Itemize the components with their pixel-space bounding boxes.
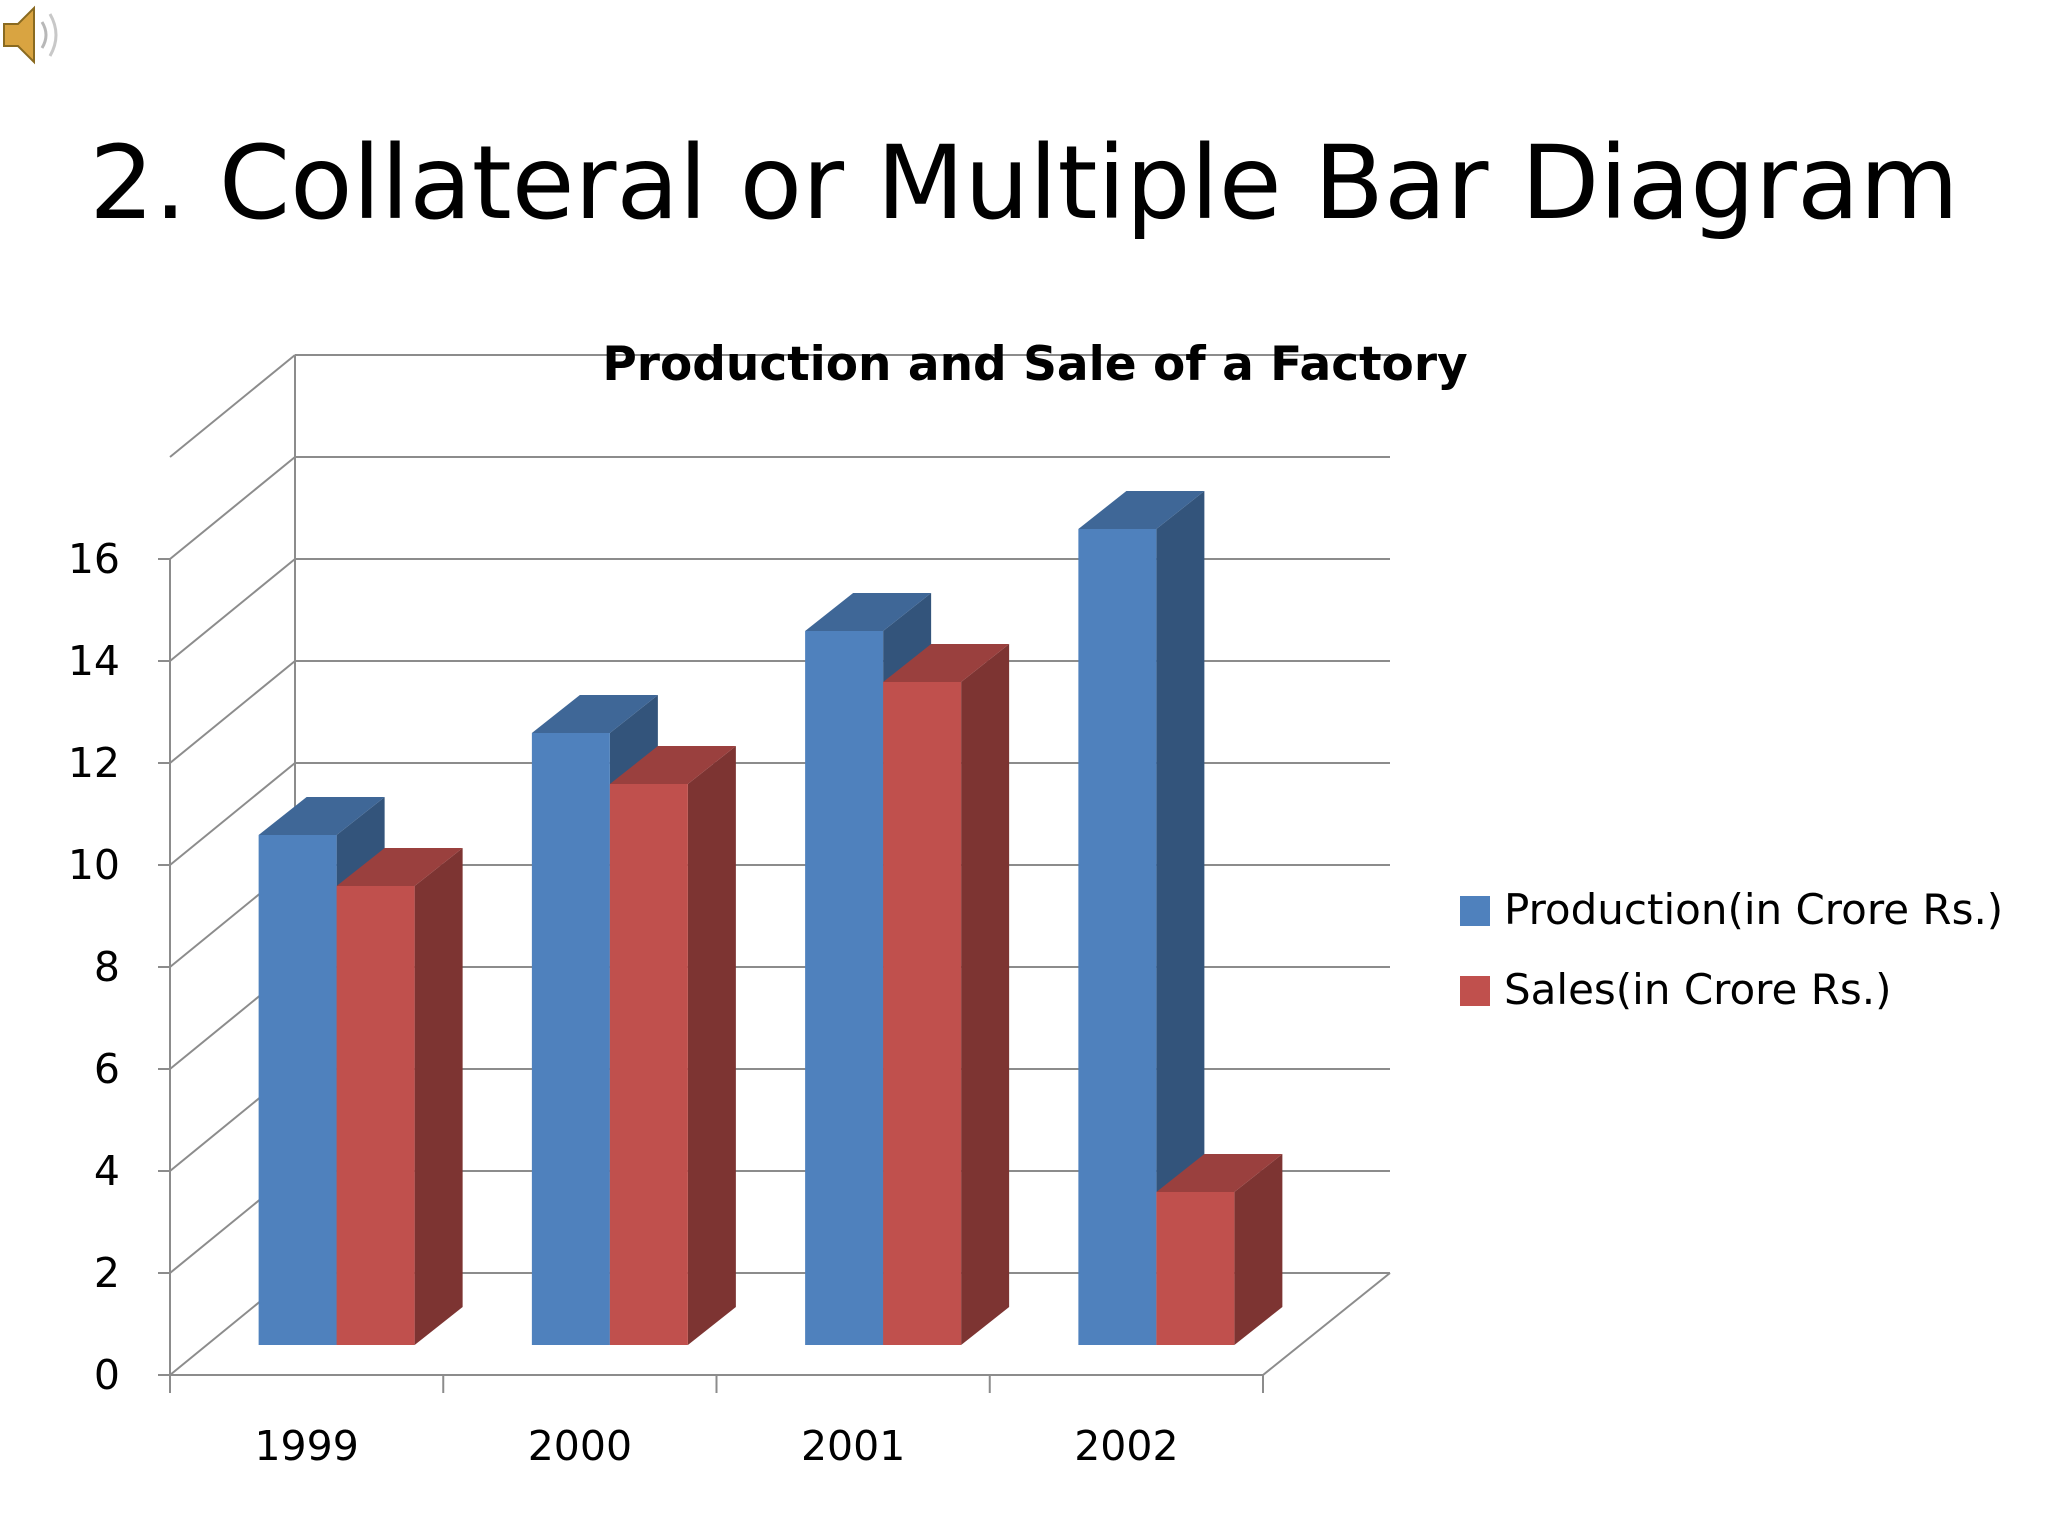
bar-top <box>1156 1154 1283 1192</box>
floor-edge <box>1262 1272 1391 1376</box>
gridline <box>169 354 1390 458</box>
chart-labels: 0 2 4 6 8 10 12 14 16 1999 2000 2001 2002 <box>68 535 1179 1470</box>
bar-top <box>609 746 736 784</box>
slide-title: 2. Collateral or Multiple Bar Diagram <box>89 124 1959 243</box>
x-tick-label: 2001 <box>801 1422 905 1470</box>
bar-side <box>414 848 463 1345</box>
bar-top <box>258 797 385 835</box>
y-tick-label: 4 <box>94 1147 120 1195</box>
gridline <box>169 660 1390 764</box>
y-tick-label: 6 <box>94 1045 120 1093</box>
bar-front <box>805 631 884 1345</box>
legend-swatch <box>1460 896 1490 926</box>
bar-side <box>687 746 736 1345</box>
legend-label: Production(in Crore Rs.) <box>1504 885 2003 934</box>
y-tick-label: 16 <box>68 535 120 583</box>
bar-front <box>1156 1192 1235 1345</box>
x-tick-label: 2002 <box>1074 1422 1178 1470</box>
x-tick-label: 1999 <box>254 1422 358 1470</box>
legend-item: Sales(in Crore Rs.) <box>1460 965 1892 1014</box>
y-tick-label: 12 <box>68 739 120 787</box>
bar <box>1078 491 1205 1345</box>
y-tick-label: 14 <box>68 637 120 685</box>
x-tick-label: 2000 <box>528 1422 632 1470</box>
bar-side <box>961 644 1010 1345</box>
bar <box>609 746 736 1345</box>
bar-front <box>531 733 610 1345</box>
legend-swatch <box>1460 976 1490 1006</box>
chart-bars <box>258 491 1283 1345</box>
y-tick-label: 8 <box>94 943 120 991</box>
bar <box>883 644 1010 1345</box>
bar-top <box>1078 491 1205 529</box>
chart-legend: Production(in Crore Rs.) Sales(in Crore R… <box>1460 885 2003 1014</box>
bar-top <box>883 644 1010 682</box>
bar-side <box>1234 1154 1283 1345</box>
y-tick-label: 0 <box>94 1351 120 1399</box>
chart-axes <box>158 558 1264 1393</box>
bar-front <box>883 682 962 1345</box>
bar-front <box>609 784 688 1345</box>
bar-side <box>1156 491 1205 1345</box>
speaker-icon[interactable] <box>0 0 70 70</box>
chart-title: Production and Sale of a Factory <box>602 337 1467 392</box>
bar-front <box>258 835 337 1345</box>
bar-top <box>531 695 658 733</box>
bar-front <box>1078 529 1157 1345</box>
bar <box>1156 1154 1283 1345</box>
bar-top <box>805 593 932 631</box>
legend-label: Sales(in Crore Rs.) <box>1504 965 1892 1014</box>
gridline <box>169 456 1390 560</box>
y-tick-label: 10 <box>68 841 120 889</box>
gridline <box>169 558 1390 662</box>
bar-front <box>336 886 415 1345</box>
bar-top <box>336 848 463 886</box>
legend-item: Production(in Crore Rs.) <box>1460 885 2003 934</box>
bar <box>336 848 463 1345</box>
y-tick-label: 2 <box>94 1249 120 1297</box>
